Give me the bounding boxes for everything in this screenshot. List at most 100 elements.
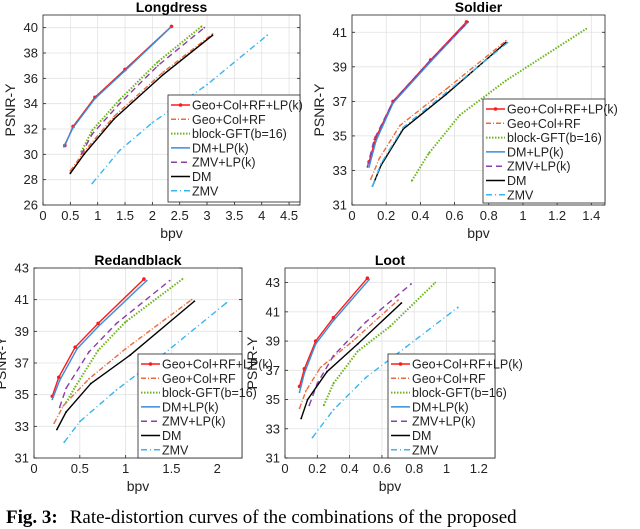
data-point [378,157,381,160]
y-axis-label: PSNR-Y [311,83,327,137]
caption-text: Rate-distortion curves of the combinatio… [69,507,517,528]
data-point [94,97,96,100]
x-tick-label: 1 [122,461,129,476]
data-point [322,404,325,407]
x-tick-label: 0.4 [341,461,359,476]
x-tick-label: 0.4 [411,208,429,223]
data-point [91,182,94,185]
y-tick-label: 31 [15,451,29,466]
data-point [504,79,507,82]
y-tick-label: 37 [266,363,280,378]
data-point [97,349,100,352]
legend-label: ZMV+LP(k) [507,160,571,174]
series-line-0 [368,21,468,163]
data-point [97,325,100,328]
x-tick-label: 1 [94,208,101,223]
x-tick-label: 0.8 [480,208,498,223]
y-tick-label: 31 [333,198,347,213]
y-tick-label: 36 [24,71,38,86]
data-point [76,347,78,350]
y-tick-label: 28 [24,172,38,187]
legend-box [137,353,243,459]
data-point [368,166,370,168]
data-point [190,298,193,301]
series-line-0 [64,25,172,146]
y-tick-label: 32 [24,122,38,137]
legend-box [482,98,606,204]
data-point [91,133,94,135]
data-point [91,129,94,132]
data-point [58,379,61,382]
x-tick-label: 1.4 [582,208,600,223]
data-point [115,322,118,325]
y-tick-label: 43 [15,261,29,276]
data-point [168,279,171,282]
data-point [428,152,430,155]
data-point [124,69,126,72]
y-tick-label: 30 [24,147,38,162]
x-tick-label: 0 [348,208,355,223]
y-tick-label: 33 [266,421,280,436]
legend-label: DM [507,174,526,188]
data-point [162,71,165,73]
data-point [375,140,377,142]
data-point [389,325,391,328]
legend-label: ZMV+LP(k) [192,156,256,170]
data-point [115,389,118,391]
x-tick-label: 0 [281,461,288,476]
chart-title: Redandblack [94,252,181,268]
data-point [405,346,408,348]
y-axis-label: PSNR-Y [244,336,260,390]
series-line-5 [300,302,402,419]
y-tick-label: 39 [266,334,280,349]
data-point [63,441,66,444]
y-tick-label: 39 [333,59,347,74]
data-point [78,420,81,423]
data-point [300,417,303,420]
data-point [58,406,61,409]
x-tick-label: 0 [30,461,37,476]
data-point [83,153,85,156]
data-point [332,382,335,385]
legend-label: block-GFT(b=16) [162,386,257,400]
data-point [319,366,322,369]
data-point [464,20,469,24]
x-tick-label: 2 [214,461,221,476]
data-point [181,278,184,280]
x-axis-label: bpv [160,225,183,241]
y-tick-label: 33 [15,419,29,434]
data-point [51,398,54,401]
y-tick-label: 40 [24,20,38,35]
y-tick-label: 35 [266,392,280,407]
legend-label: ZMV [507,188,534,202]
data-point [332,408,335,411]
data-point [124,320,127,323]
data-point [124,347,127,350]
data-point [369,178,372,180]
series-line-6 [91,34,268,184]
subplot-redandblack: 0 0.5 1 1.5 2 31 33 35 37 39 41 43 Redandblack bpv PSN… [0,252,273,494]
x-tick-label: 4 [258,208,265,223]
data-point [88,351,90,353]
data-point [305,389,307,392]
legend-label: DM+LP(k) [412,400,469,414]
legend-label: ZMV [412,443,439,457]
x-tick-label: 3 [203,208,210,223]
data-point [89,382,92,385]
data-point [69,172,72,175]
y-tick-label: 26 [24,198,38,213]
data-point [65,411,67,413]
data-point [400,302,403,304]
chart-title: Loot [375,252,406,268]
data-point [506,41,509,44]
x-tick-label: 0.2 [308,461,326,476]
data-point [397,299,399,302]
x-tick-label: 0.2 [377,208,395,223]
data-point [434,281,437,284]
y-tick-label: 33 [333,163,347,178]
subplot-loot: 0 0.2 0.4 0.6 0.8 1 1.2 31 33 35 37 39 41 43 Loot bpv PS… [244,252,523,494]
y-tick-label: 38 [24,46,38,61]
data-point [504,40,507,42]
data-point [200,25,203,28]
